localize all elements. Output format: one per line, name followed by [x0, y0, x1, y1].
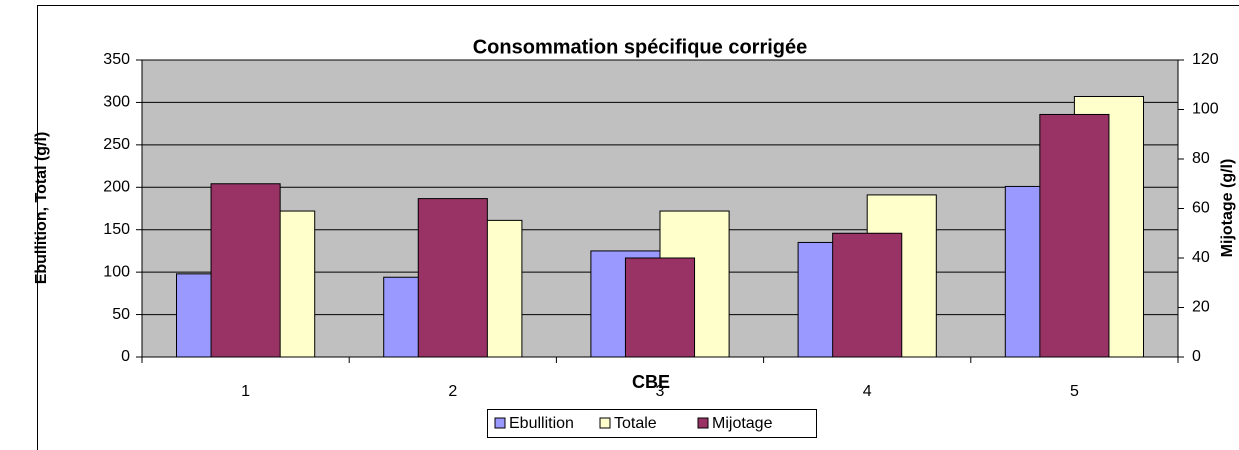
legend	[487, 409, 817, 438]
chart-title: Consommation spécifique corrigée	[473, 36, 808, 58]
legend-label: Ebullition	[509, 415, 574, 432]
y2-tick-label: 80	[1192, 150, 1210, 167]
bar	[832, 232, 903, 358]
y2-tick-label: 100	[1192, 101, 1219, 118]
y2-tick-label: 40	[1192, 249, 1210, 266]
y-tick-label: 150	[103, 221, 130, 238]
y2-tick-label: 0	[1192, 348, 1201, 365]
legend-swatch	[697, 417, 709, 429]
x-tick-label: 2	[448, 383, 457, 400]
y-tick-label: 0	[121, 348, 130, 365]
bar	[624, 257, 696, 358]
x-tick-label: 3	[656, 383, 665, 400]
legend-swatch	[599, 417, 611, 429]
x-tick-label: 1	[241, 383, 250, 400]
y2-axis-label: Mijotage (g/l)	[1219, 159, 1236, 258]
legend-swatch	[494, 417, 506, 429]
y-tick-label: 350	[103, 51, 130, 68]
y2-tick-label: 120	[1192, 51, 1219, 68]
y-axis-label: Ebullition, Total (g/l)	[33, 132, 50, 285]
bar	[417, 198, 488, 358]
y-tick-label: 50	[112, 306, 130, 323]
legend-label: Mijotage	[712, 415, 773, 432]
y-tick-label: 200	[103, 179, 130, 196]
y-tick-label: 100	[103, 263, 130, 280]
x-axis-label: CBE	[632, 372, 670, 392]
y2-tick-label: 60	[1192, 200, 1210, 217]
x-tick-label: 5	[1070, 383, 1079, 400]
bar	[210, 183, 281, 358]
x-tick-label: 4	[863, 383, 872, 400]
y2-tick-label: 20	[1192, 299, 1210, 316]
bar	[1039, 113, 1110, 358]
legend-label: Totale	[614, 415, 657, 432]
y-tick-label: 300	[103, 94, 130, 111]
y-tick-label: 250	[103, 136, 130, 153]
